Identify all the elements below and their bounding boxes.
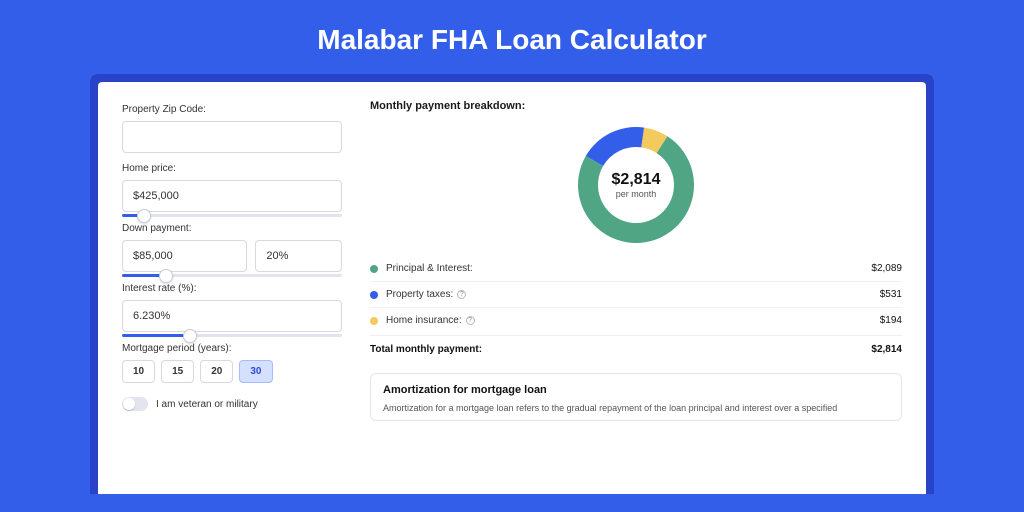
legend-dot-icon xyxy=(370,317,378,325)
period-btn-20[interactable]: 20 xyxy=(200,360,233,383)
home-price-slider-thumb[interactable] xyxy=(137,209,151,223)
legend-row: Principal & Interest: $2,089 xyxy=(370,256,902,282)
home-price-input[interactable] xyxy=(122,180,342,212)
period-btn-15[interactable]: 15 xyxy=(161,360,194,383)
interest-rate-label: Interest rate (%): xyxy=(122,283,342,294)
info-icon[interactable]: ? xyxy=(457,290,466,299)
down-payment-slider[interactable] xyxy=(122,274,342,277)
down-payment-label: Down payment: xyxy=(122,223,342,234)
form-column: Property Zip Code: Home price: Down paym… xyxy=(122,100,362,494)
total-row: Total monthly payment: $2,814 xyxy=(370,335,902,363)
info-icon[interactable]: ? xyxy=(466,316,475,325)
donut-chart-container: $2,814 per month xyxy=(370,118,902,256)
legend: Principal & Interest: $2,089 Property taxe… xyxy=(370,256,902,333)
amortization-text: Amortization for a mortgage loan refers … xyxy=(383,402,889,416)
legend-label: Property taxes:? xyxy=(386,289,872,300)
down-payment-amount-input[interactable] xyxy=(122,240,247,272)
page-title: Malabar FHA Loan Calculator xyxy=(0,0,1024,74)
home-price-label: Home price: xyxy=(122,163,342,174)
legend-value: $2,089 xyxy=(871,263,902,274)
donut-sub: per month xyxy=(616,189,657,199)
card-outer-frame: Property Zip Code: Home price: Down paym… xyxy=(90,74,934,494)
donut-center: $2,814 per month xyxy=(577,126,695,244)
total-value: $2,814 xyxy=(871,344,902,355)
breakdown-column: Monthly payment breakdown: $2,814 per mo… xyxy=(362,100,902,494)
home-price-slider[interactable] xyxy=(122,214,342,217)
calculator-card: Property Zip Code: Home price: Down paym… xyxy=(98,82,926,494)
legend-row: Home insurance:? $194 xyxy=(370,308,902,333)
legend-label: Home insurance:? xyxy=(386,315,872,326)
zip-label: Property Zip Code: xyxy=(122,104,342,115)
down-payment-pct-input[interactable] xyxy=(255,240,342,272)
down-payment-slider-thumb[interactable] xyxy=(159,269,173,283)
amortization-box: Amortization for mortgage loan Amortizat… xyxy=(370,373,902,421)
zip-input[interactable] xyxy=(122,121,342,153)
period-btn-10[interactable]: 10 xyxy=(122,360,155,383)
mortgage-period-label: Mortgage period (years): xyxy=(122,343,342,354)
veteran-toggle[interactable] xyxy=(122,397,148,411)
legend-value: $531 xyxy=(880,289,902,300)
donut-amount: $2,814 xyxy=(612,171,661,189)
interest-rate-slider[interactable] xyxy=(122,334,342,337)
legend-dot-icon xyxy=(370,265,378,273)
period-btn-30[interactable]: 30 xyxy=(239,360,272,383)
legend-row: Property taxes:? $531 xyxy=(370,282,902,308)
toggle-knob-icon xyxy=(123,398,135,410)
interest-rate-slider-thumb[interactable] xyxy=(183,329,197,343)
legend-dot-icon xyxy=(370,291,378,299)
legend-value: $194 xyxy=(880,315,902,326)
mortgage-period-group: 10 15 20 30 xyxy=(122,360,342,383)
legend-label: Principal & Interest: xyxy=(386,263,863,274)
veteran-toggle-label: I am veteran or military xyxy=(156,399,258,410)
total-label: Total monthly payment: xyxy=(370,344,482,355)
breakdown-title: Monthly payment breakdown: xyxy=(370,100,902,112)
interest-rate-slider-fill xyxy=(122,334,190,337)
interest-rate-input[interactable] xyxy=(122,300,342,332)
donut-chart: $2,814 per month xyxy=(577,126,695,244)
amortization-title: Amortization for mortgage loan xyxy=(383,384,889,396)
